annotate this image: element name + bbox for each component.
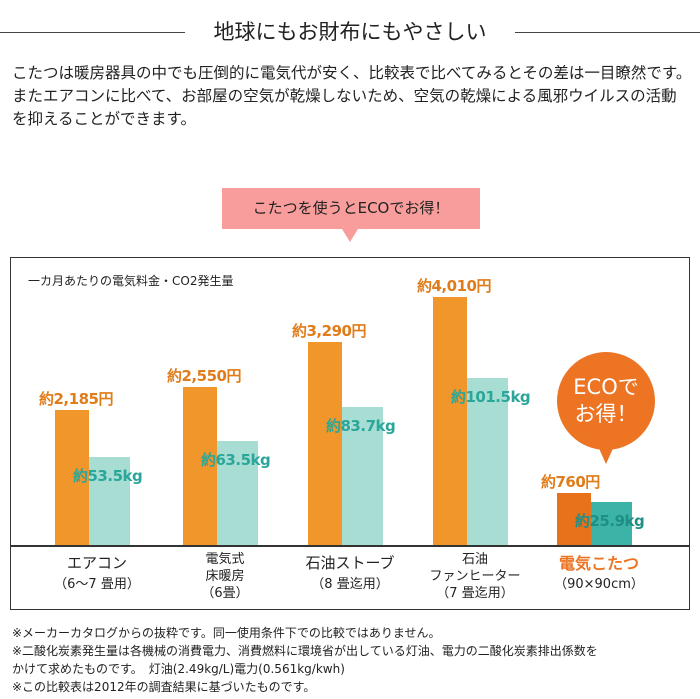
header: 地球にもお財布にもやさしい bbox=[0, 14, 700, 48]
bar-co2 bbox=[342, 407, 383, 545]
page-title: 地球にもお財布にもやさしい bbox=[213, 20, 487, 44]
label-cost: 約2,550円 bbox=[167, 367, 241, 386]
footnote: ※メーカーカタログからの抜粋です。同一使用条件下での比較ではありません。 bbox=[12, 626, 441, 640]
chart-frame bbox=[10, 257, 690, 610]
footnote: かけて求めたものです。 灯油(2.49kg/L)電力(0.561kg/kwh) bbox=[12, 662, 345, 676]
category-line: エアコン bbox=[66, 554, 127, 572]
label-cost: 約760円 bbox=[541, 473, 600, 491]
bubble-pointer bbox=[597, 444, 615, 464]
intro-paragraph: こたつは暖房器具の中でも圧倒的に電気代が安く、比較表で比べてみるとその差は一目瞭… bbox=[12, 64, 692, 82]
category-line: 電気式 bbox=[205, 552, 245, 567]
category-line: 床暖房 bbox=[205, 569, 245, 584]
bar-cost bbox=[557, 493, 591, 545]
label-co2: 約83.7kg bbox=[326, 417, 396, 436]
category-line: 電気こたつ bbox=[558, 554, 639, 573]
label-co2: 約63.5kg bbox=[201, 450, 271, 469]
category-line: （90×90cm） bbox=[554, 577, 644, 592]
bar-co2 bbox=[217, 440, 258, 545]
bubble-line: お得！ bbox=[574, 402, 638, 426]
category-label: 電気式床暖房 （6畳） bbox=[165, 551, 285, 602]
label-co2: 約25.9kg bbox=[575, 512, 645, 531]
chart-baseline bbox=[10, 545, 690, 547]
category-label: エアコン （6〜7 畳用） bbox=[37, 555, 157, 593]
title-divider-left bbox=[0, 32, 185, 33]
category-label: 電気こたつ （90×90cm） bbox=[539, 555, 659, 593]
label-cost: 約2,185円 bbox=[39, 389, 113, 408]
label-co2: 約101.5kg bbox=[451, 388, 531, 406]
category-label: 石油ファンヒーター （7 畳迄用） bbox=[415, 551, 535, 602]
label-cost: 約4,010円 bbox=[417, 277, 491, 295]
category-line: 石油ストーブ bbox=[305, 554, 395, 572]
bar-cost bbox=[183, 387, 217, 545]
category-line: ファンヒーター bbox=[429, 569, 521, 584]
footnote: ※この比較表は2012年の調査結果に基づいたものです。 bbox=[12, 680, 316, 694]
eco-callout: こたつを使うとECOでお得！ bbox=[222, 188, 480, 229]
intro-paragraph: またエアコンに比べて、お部屋の空気が乾燥しないため、空気の乾燥による風邪ウイルス… bbox=[12, 87, 677, 128]
footnote: ※二酸化炭素発生量は各機械の消費電力、消費燃料に環境省が出している灯油、電力の二… bbox=[12, 644, 598, 658]
callout-pointer bbox=[342, 229, 358, 242]
bar-co2 bbox=[591, 502, 632, 545]
category-line: 石油 bbox=[461, 552, 488, 567]
category-line: （6〜7 畳用） bbox=[54, 577, 140, 592]
bar-cost bbox=[433, 297, 467, 545]
category-line: （7 畳迄用） bbox=[436, 586, 514, 601]
category-label: 石油ストーブ （8 畳迄用） bbox=[290, 555, 410, 593]
category-line: （8 畳迄用） bbox=[311, 577, 389, 592]
eco-bubble: ECOで お得！ bbox=[557, 352, 655, 450]
bar-co2 bbox=[467, 378, 508, 545]
footnotes: ※メーカーカタログからの抜粋です。同一使用条件下での比較ではありません。 ※二酸… bbox=[12, 624, 598, 696]
bar-cost bbox=[308, 341, 342, 545]
chart-title: 一カ月あたりの電気料金・CO2発生量 bbox=[28, 274, 234, 288]
category-line: （6畳） bbox=[201, 586, 249, 601]
label-co2: 約53.5kg bbox=[73, 466, 143, 485]
bar-cost bbox=[55, 409, 89, 545]
bubble-line: ECOで bbox=[573, 375, 639, 399]
title-divider-right bbox=[515, 32, 700, 33]
label-cost: 約3,290円 bbox=[292, 321, 366, 340]
intro-text: こたつは暖房器具の中でも圧倒的に電気代が安く、比較表で比べてみるとその差は一目瞭… bbox=[12, 62, 692, 131]
bar-co2 bbox=[89, 456, 130, 545]
